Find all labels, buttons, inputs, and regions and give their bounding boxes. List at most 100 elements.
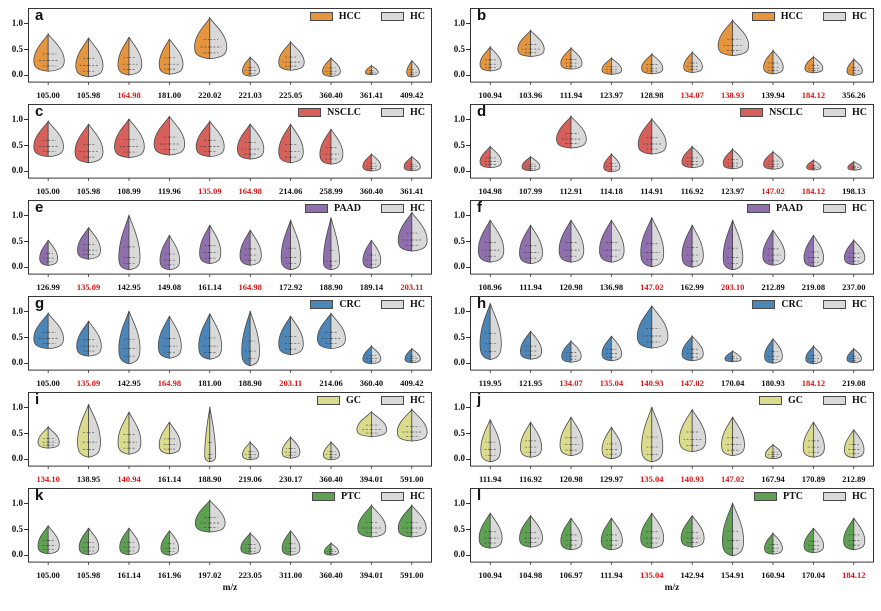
y-tick-label: 0.0	[11, 69, 23, 80]
legend-swatch-crc	[310, 300, 334, 309]
violin-162.99	[681, 224, 704, 268]
x-tick-label: 198.13	[842, 185, 866, 196]
x-tick-label: 361.41	[400, 185, 424, 196]
y-tick-label: 0.5	[453, 331, 465, 342]
x-tick-label: 140.93	[680, 473, 704, 484]
x-tick-labels: 105.00 105.98 108.99 119.96 135.09 164.98 214.…	[28, 182, 432, 199]
y-tick-label: 1.0	[11, 17, 23, 28]
x-tick-label: 123.97	[599, 89, 624, 100]
legend: HCC HC	[751, 11, 867, 22]
x-tick-label: 360.40	[319, 569, 343, 580]
x-tick-label: 164.98	[117, 89, 141, 100]
panel-h: 1.0 0.5 0.0 h CRC HC 119.95 121.95 134.07 135.04 1…	[444, 296, 880, 391]
y-tick-label: 0.0	[11, 453, 23, 464]
violin-134.07	[561, 339, 582, 363]
y-tick-mark	[24, 49, 28, 51]
violin-219.08	[803, 234, 825, 268]
legend-label-hc: HC	[410, 203, 425, 214]
violin-figure-grid: 1.0 0.5 0.0 a HCC HC 105.00 105.98 164.98 181.00 2…	[2, 8, 880, 593]
legend: PAAD HC	[746, 203, 867, 214]
legend: PTC HC	[754, 491, 867, 502]
y-tick-mark	[24, 311, 28, 313]
violin-plot-svg	[28, 8, 432, 86]
y-tick-label: 0.0	[453, 453, 465, 464]
violin-164.98	[117, 36, 143, 76]
y-axis: 1.0 0.5 0.0	[444, 488, 470, 566]
y-axis: 1.0 0.5 0.0	[2, 392, 28, 470]
violin-184.12	[804, 55, 824, 74]
x-tick-label: 105.98	[76, 185, 101, 196]
violin-161.14	[199, 224, 222, 265]
violin-111.94	[600, 517, 623, 551]
legend-swatch-gc	[759, 396, 782, 405]
violin-105.00	[33, 311, 64, 350]
x-tick-label: 181.00	[198, 377, 222, 388]
y-axis: 1.0 0.5 0.0	[2, 200, 28, 278]
x-tick-label: 112.91	[559, 185, 583, 196]
legend-swatch-hc	[823, 204, 846, 213]
y-tick-mark	[24, 215, 28, 217]
legend: CRC HC	[752, 299, 867, 310]
x-tick-label: 105.00	[36, 89, 60, 100]
x-tick-label: 237.00	[842, 281, 866, 292]
violin-214.06	[278, 123, 304, 164]
violin-111.94	[519, 224, 543, 265]
violin-180.93	[764, 338, 783, 364]
violin-138.93	[717, 18, 750, 57]
y-tick-mark	[24, 170, 28, 172]
plot-area: l PTC HC	[470, 488, 874, 566]
x-tick-labels: 105.00 105.98 161.14 161.96 197.02 223.05 311.…	[28, 566, 432, 583]
y-tick-mark	[466, 337, 470, 339]
violin-140.93	[678, 409, 707, 453]
legend-swatch-hc	[823, 12, 846, 21]
plot-area: a HCC HC	[28, 8, 432, 86]
x-tick-label: 103.96	[518, 89, 543, 100]
x-tick-label: 161.96	[157, 569, 182, 580]
x-tick-label: 409.42	[400, 89, 424, 100]
x-tick-labels: 104.98 107.99 112.91 114.18 114.91 116.92 123.…	[470, 182, 874, 199]
x-tick-label: 225.05	[278, 89, 303, 100]
x-tick-label: 170.04	[720, 377, 745, 388]
x-tick-labels: 105.00 135.09 142.95 164.98 181.00 188.90 203.…	[28, 374, 432, 391]
violin-134.07	[683, 50, 703, 73]
violin-219.08	[846, 347, 862, 364]
y-tick-label: 1.0	[453, 497, 465, 508]
legend-swatch-ptc	[312, 492, 335, 501]
y-tick-mark	[466, 503, 470, 505]
legend-label-group: PTC	[341, 491, 361, 502]
legend-swatch-hc	[381, 492, 404, 501]
violin-197.02	[194, 498, 226, 533]
panel-e: 1.0 0.5 0.0 e PAAD HC 126.99 135.09 142.95 149.08…	[2, 200, 438, 295]
x-tick-label: 121.95	[518, 377, 543, 388]
x-tick-label: 219.08	[801, 281, 826, 292]
y-axis: 1.0 0.5 0.0	[2, 8, 28, 86]
x-tick-label: 129.97	[599, 473, 624, 484]
legend-swatch-hc	[381, 396, 404, 405]
violin-135.04	[641, 406, 664, 463]
legend: NSCLC HC	[298, 107, 425, 118]
x-tick-label: 214.06	[319, 377, 343, 388]
violin-104.98	[479, 145, 502, 169]
violin-409.42	[404, 347, 421, 364]
x-tick-label: 161.14	[157, 473, 182, 484]
x-tick-label: 119.96	[157, 185, 181, 196]
legend-swatch-ptc	[754, 492, 777, 501]
violin-126.99	[39, 239, 59, 266]
x-tick-label: 181.00	[157, 89, 182, 100]
legend-label-group: PTC	[783, 491, 803, 502]
legend-swatch-crc	[752, 300, 776, 309]
violin-116.92	[519, 421, 543, 458]
x-tick-label: 111.94	[519, 281, 542, 292]
violin-219.06	[242, 440, 260, 461]
x-tick-label: 361.41	[359, 89, 384, 100]
violin-164.98	[239, 229, 262, 266]
y-tick-label: 1.0	[11, 209, 23, 220]
violin-105.98	[78, 527, 100, 556]
x-tick-label: 147.02	[720, 473, 745, 484]
x-tick-label: 128.98	[640, 89, 664, 100]
legend: GC HC	[317, 395, 425, 406]
y-tick-mark	[466, 362, 470, 364]
panel-j: 1.0 0.5 0.0 j GC HC 111.94 116.92 120.98 129.97 13…	[444, 392, 880, 487]
x-tick-label: 114.91	[640, 185, 664, 196]
x-tick-label: 356.26	[842, 89, 866, 100]
